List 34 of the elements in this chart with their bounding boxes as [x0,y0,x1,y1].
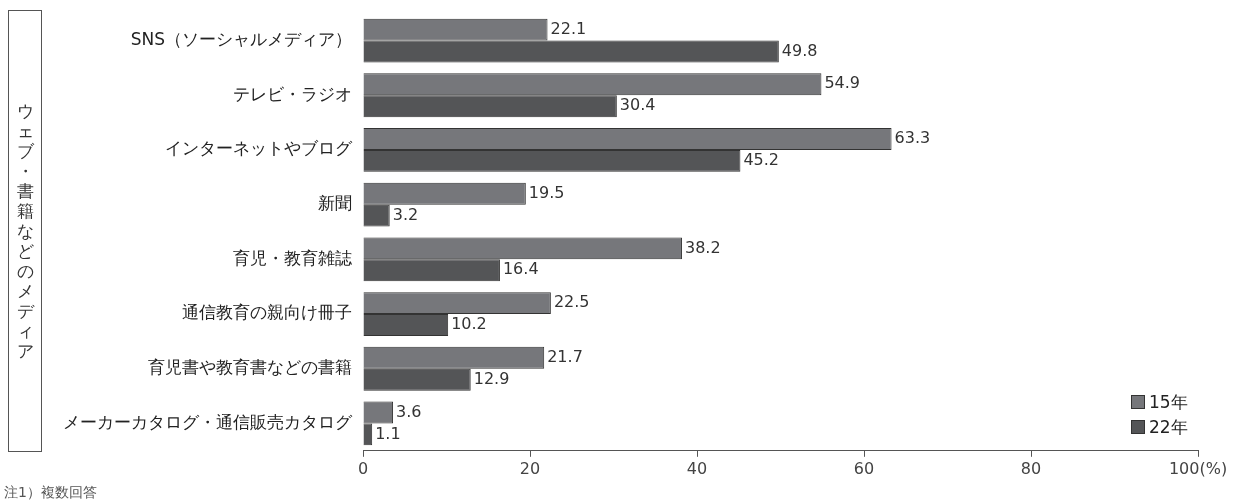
data-label: 22.1 [550,18,587,38]
data-label: 38.2 [684,237,721,257]
data-label: 3.6 [396,401,422,421]
legend-label: 22年 [1149,415,1188,439]
x-tick-label: 40 [686,458,708,478]
data-label: 3.2 [392,204,419,224]
data-label: 19.5 [528,182,565,202]
x-tick-label: 20 [519,458,541,478]
y-tick-label: メーカーカタログ・通信販売カタログ [63,411,353,432]
data-label: 63.3 [894,128,931,148]
data-label: 49.8 [781,40,818,60]
data-label: 45.2 [743,150,780,170]
x-tick-label: 60 [853,458,875,478]
x-tick-label: 0 [357,458,369,478]
y-tick-label: インターネットやブログ [165,138,353,159]
x-tick-label: 80 [1020,458,1042,478]
y-tick-label: 育児書や教育書などの書籍 [148,357,352,378]
data-label: 22.5 [553,292,590,312]
data-label: 10.2 [451,314,487,334]
text: 注1）複数回答 [4,484,97,502]
data-label: 12.9 [473,368,510,388]
legend-label: 15年 [1149,390,1188,414]
y-tick-label: 育児・教育雑誌 [233,247,352,268]
data-label: 30.4 [619,95,656,115]
x-tick-label: 100(%) [1168,458,1228,478]
y-tick-label: テレビ・ラジオ [233,83,352,104]
y-tick-label: 新聞 [318,193,352,214]
data-label: 54.9 [824,73,861,93]
y-tick-label: 通信教育の親向け冊子 [182,302,352,323]
text: ウェブ・書籍などのメディア [16,101,34,361]
y-tick-label: SNS（ソーシャルメディア） [130,28,352,49]
data-label: 21.7 [547,346,583,366]
data-label: 16.4 [502,259,539,279]
data-label: 1.1 [375,423,401,443]
